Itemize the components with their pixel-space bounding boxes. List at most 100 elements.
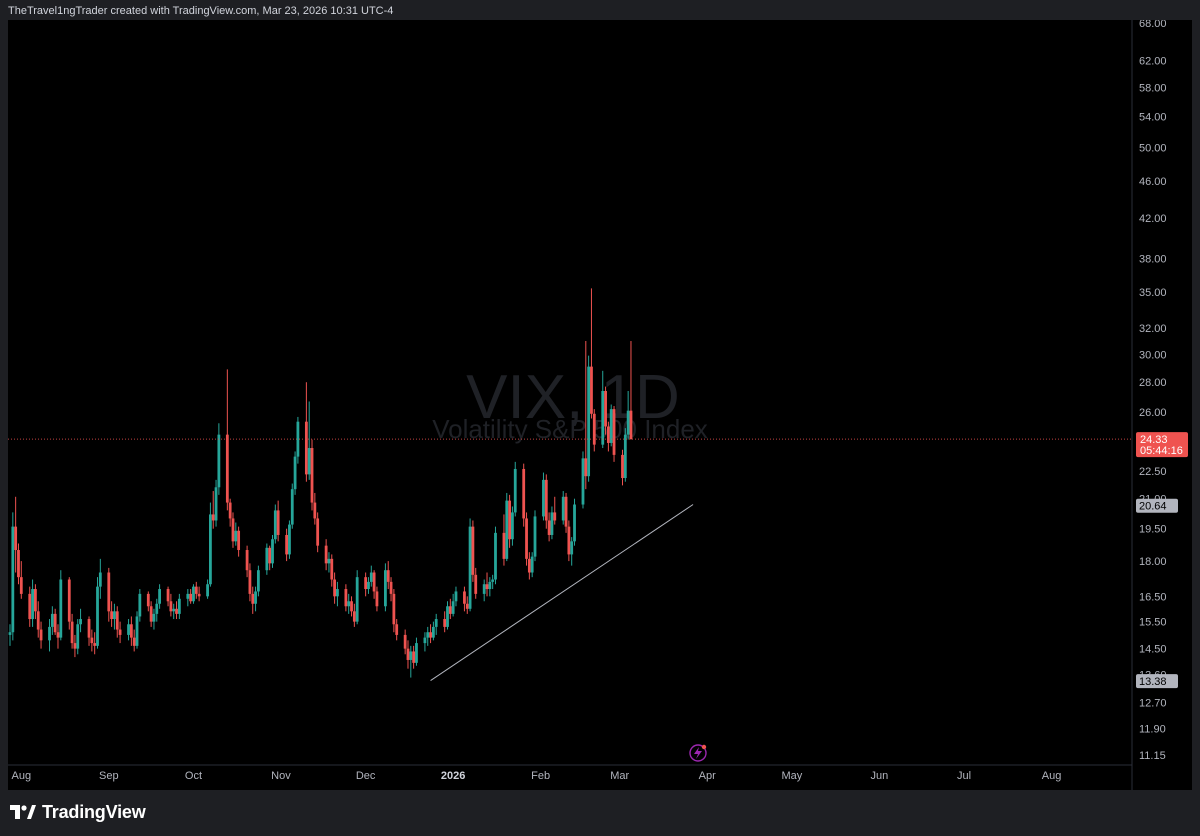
tradingview-logo-text: TradingView <box>42 801 146 822</box>
candle <box>36 601 40 638</box>
candle <box>34 584 37 620</box>
candle-body <box>409 651 413 660</box>
candle <box>409 645 413 678</box>
price-tick-label: 16.50 <box>1139 591 1167 603</box>
candle-body <box>392 593 396 625</box>
tradingview-logo[interactable]: TradingView <box>10 800 146 824</box>
candle-body <box>146 593 150 607</box>
candle-body <box>197 593 201 597</box>
candle-body <box>494 532 497 580</box>
candle <box>533 510 537 562</box>
time-axis[interactable]: Aug Sep Oct Nov Dec 2026 Feb Mar Apr May Jun Jul Aug <box>8 764 1132 782</box>
candle-body <box>570 541 574 555</box>
candle-body <box>293 456 297 490</box>
candle <box>135 611 139 649</box>
candle <box>53 608 57 635</box>
chart-pane[interactable]: VIX, 1D Volatility S&P 500 Index 68.00 62… <box>8 20 1192 790</box>
candle-body <box>118 629 122 635</box>
candle <box>31 579 34 627</box>
candles-layer <box>8 288 633 678</box>
candle-body <box>245 550 249 571</box>
candle <box>296 416 300 464</box>
vix-candlestick-chart[interactable]: VIX, 1D Volatility S&P 500 Index 68.00 62… <box>8 20 1192 790</box>
candle-body <box>412 651 416 663</box>
candle <box>508 494 511 548</box>
candle-body <box>542 479 545 517</box>
support-trendline[interactable] <box>430 504 694 681</box>
candle-body <box>584 458 588 477</box>
candle-body <box>344 589 348 607</box>
candle <box>290 483 294 529</box>
candle <box>19 561 23 599</box>
candle-body <box>288 524 291 555</box>
candle-body <box>525 518 528 559</box>
candle <box>8 624 12 646</box>
candle-body <box>256 570 260 592</box>
candle-body <box>237 530 241 551</box>
time-tick-label: Mar <box>610 770 629 782</box>
candle <box>587 355 591 482</box>
candle <box>542 472 545 521</box>
candle-body <box>11 526 15 633</box>
candle-body <box>352 611 356 622</box>
candle <box>293 451 297 495</box>
candle <box>443 611 447 633</box>
watermark-title: VIX, 1D <box>466 363 680 432</box>
tradingview-logo-icon <box>10 805 36 819</box>
candle <box>192 584 195 604</box>
candle <box>505 492 509 562</box>
candle-body <box>567 526 571 555</box>
price-tick-label: 18.00 <box>1139 556 1167 568</box>
candle <box>485 572 489 597</box>
candle <box>468 518 472 612</box>
candle-body <box>502 532 506 559</box>
price-tick-label: 68.00 <box>1139 20 1167 30</box>
candle <box>217 423 221 495</box>
candle <box>592 409 596 452</box>
candle-body <box>172 608 176 612</box>
candle-body <box>307 448 311 475</box>
candle <box>601 370 605 449</box>
candle <box>324 539 328 571</box>
candle <box>132 629 136 652</box>
candle-body <box>107 572 111 612</box>
candle-body <box>70 621 74 644</box>
candle <box>118 621 122 644</box>
candle-body <box>316 518 320 546</box>
candle <box>158 584 161 609</box>
candle-body <box>573 504 576 542</box>
candle <box>434 613 438 635</box>
candle-body <box>505 500 509 559</box>
candle-body <box>211 514 215 521</box>
candle-body <box>626 410 630 435</box>
candle <box>333 572 336 604</box>
candle-body <box>135 616 139 646</box>
candle-body <box>28 593 32 620</box>
candle-body <box>127 624 130 635</box>
candle-body <box>87 619 91 638</box>
candle <box>271 534 274 568</box>
candle <box>149 601 153 627</box>
candle <box>98 558 102 599</box>
candle-body <box>395 624 399 635</box>
price-tick-label: 58.00 <box>1139 82 1167 94</box>
candle-body <box>175 608 178 614</box>
candle <box>347 593 351 614</box>
lightning-alert-icon[interactable] <box>689 744 707 762</box>
candle-body <box>98 572 102 587</box>
candle <box>265 543 269 575</box>
price-axis[interactable]: 68.00 62.00 58.00 54.00 50.00 46.00 42.00 38.00… <box>1131 20 1188 790</box>
candle <box>316 512 320 553</box>
candle <box>604 386 607 435</box>
candle-body <box>110 611 114 620</box>
candle <box>564 492 568 533</box>
price-tick-label: 35.00 <box>1139 287 1167 299</box>
candle <box>248 563 252 602</box>
candle-body <box>155 603 159 614</box>
candle <box>395 619 399 641</box>
candle <box>629 341 633 440</box>
candle-body <box>189 593 193 602</box>
candle <box>155 598 159 622</box>
candle-body <box>389 581 393 594</box>
